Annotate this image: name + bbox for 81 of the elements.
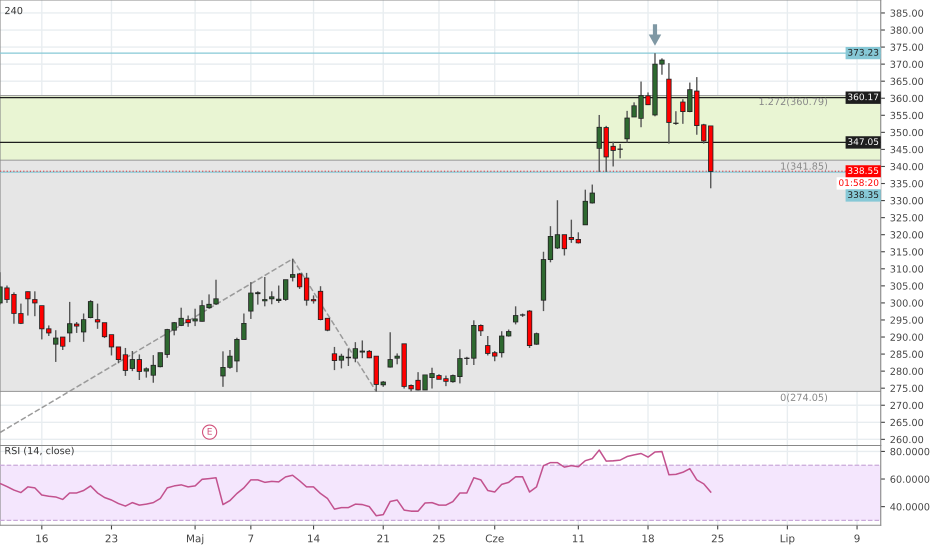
candlestick: [88, 299, 94, 319]
y-tick-label: 345.00: [890, 146, 924, 154]
y-tick-label: 375.00: [890, 44, 924, 51]
x-tick-label: Lip: [780, 534, 794, 544]
y-tick-label: 275.00: [890, 384, 924, 392]
candlestick: [324, 318, 330, 332]
y-tick-label: 325.00: [890, 214, 924, 222]
x-tick-label: 9: [854, 534, 860, 542]
ref-line-label: 360.17: [848, 93, 878, 100]
y-tick-label: 300.00: [890, 299, 924, 307]
y-tick-label: 385.00: [890, 9, 924, 17]
x-tick-label: 21: [377, 534, 389, 542]
candlestick: [213, 279, 219, 306]
x-tick-label: Maj: [186, 534, 204, 544]
annotation: 1.272(360.79): [760, 98, 828, 106]
x-tick-label: 11: [572, 534, 584, 542]
candlestick: [548, 225, 554, 264]
candlestick: [108, 334, 114, 356]
x-tick-label: Cze: [486, 534, 504, 542]
x-tick-label: 16: [36, 534, 48, 542]
candlestick: [32, 290, 38, 317]
candlestick: [94, 302, 100, 330]
annotation: 01:58:20: [839, 179, 878, 186]
x-tick-label: 25: [433, 534, 445, 542]
x-tick-label: 25: [712, 534, 724, 542]
candlestick: [388, 332, 393, 368]
y-tick-label: 340.00: [890, 162, 924, 170]
y-tick-label: 330.00: [890, 197, 924, 204]
y-tick-label: 310.00: [890, 265, 924, 273]
ref-line-label: 373.23: [848, 48, 878, 56]
y-tick-label: 285.00: [890, 350, 924, 358]
candlestick: [102, 322, 108, 339]
ref-line-label: 347.05: [848, 138, 878, 146]
candlestick: [25, 290, 31, 316]
candlestick: [659, 58, 665, 76]
chart-title: RSI (14, close): [5, 446, 74, 456]
text: 240: [5, 6, 22, 14]
y-tick-label: 60.0000: [890, 476, 930, 483]
x-tick-label: 23: [106, 534, 118, 542]
candlestick: [220, 350, 226, 388]
y-tick-label: 355.00: [890, 112, 924, 120]
y-tick-label: 280.00: [890, 368, 924, 375]
y-tick-label: 380.00: [890, 26, 924, 34]
candlestick: [332, 346, 338, 371]
annotation: 0(274.05): [780, 393, 828, 402]
candlestick: [429, 367, 435, 390]
annotation: 1(341.85): [781, 162, 828, 171]
candlestick: [206, 294, 212, 310]
candlestick: [227, 349, 233, 370]
y-tick-label: 360.00: [890, 94, 924, 102]
candlestick: [534, 332, 540, 346]
y-tick-label: 350.00: [890, 128, 924, 136]
x-tick-label: 18: [642, 534, 654, 542]
y-tick-label: 305.00: [890, 282, 924, 290]
y-tick-label: 315.00: [890, 248, 924, 256]
candlestick: [11, 292, 17, 324]
y-tick-label: 40.0000: [890, 503, 930, 510]
candlestick: [554, 200, 560, 250]
y-tick-label: 80.0000: [890, 448, 930, 456]
y-tick-label: 320.00: [890, 231, 924, 239]
x-tick-label: 14: [308, 534, 320, 542]
y-tick-label: 295.00: [890, 316, 924, 324]
y-tick-label: 265.00: [890, 418, 924, 426]
y-tick-label: 365.00: [890, 78, 924, 86]
candlestick: [262, 276, 268, 308]
candlestick: [631, 102, 637, 118]
x-tick-label: 7: [248, 534, 254, 542]
candlestick: [199, 299, 205, 322]
candlestick: [443, 374, 449, 387]
ref-line-label: 338.35: [848, 191, 878, 198]
annotation: E: [208, 428, 212, 435]
y-tick-label: 335.00: [890, 180, 924, 188]
y-tick-label: 270.00: [890, 402, 924, 410]
candlestick: [18, 302, 24, 325]
y-tick-label: 260.00: [890, 436, 924, 444]
candlestick: [4, 284, 10, 304]
ref-line-label: 338.55: [848, 167, 878, 174]
y-tick-label: 370.00: [890, 60, 924, 68]
candlestick: [422, 374, 428, 390]
y-tick-label: 290.00: [890, 334, 924, 341]
candlestick: [116, 346, 122, 364]
